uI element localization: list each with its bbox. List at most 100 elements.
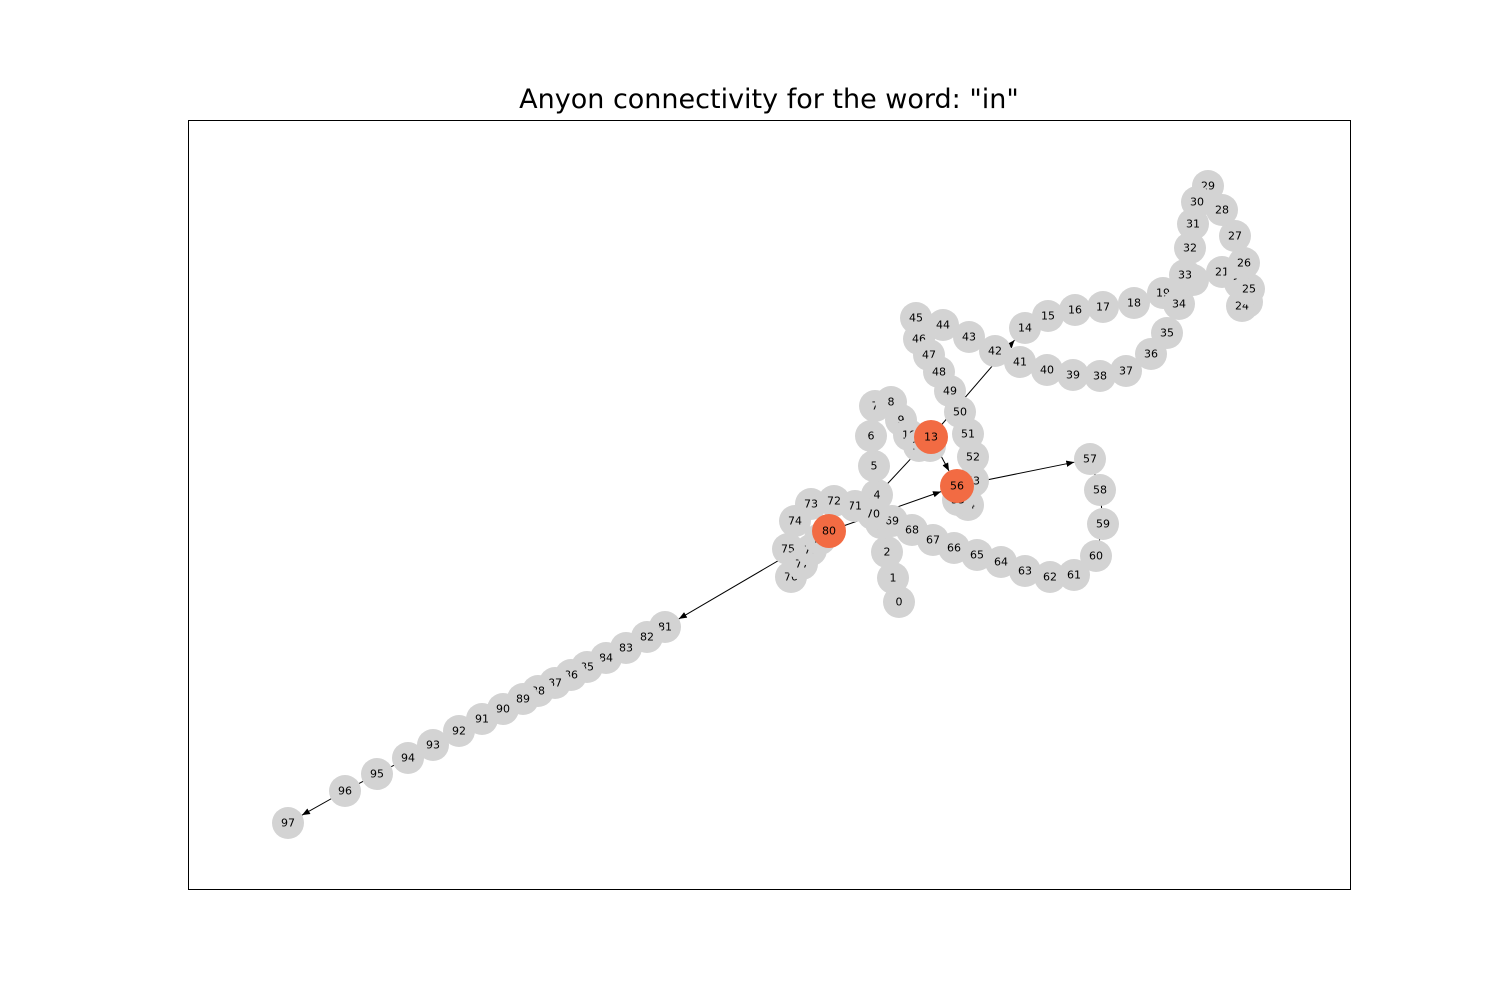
- node-6: 6: [855, 420, 887, 452]
- node-label-65: 65: [970, 549, 984, 562]
- node-62: 62: [1034, 561, 1066, 593]
- node-label-27: 27: [1228, 230, 1242, 243]
- node-label-40: 40: [1040, 364, 1054, 377]
- node-circle-74: [779, 505, 811, 537]
- node-label-90: 90: [496, 703, 510, 716]
- node-circle-13: [914, 420, 948, 454]
- node-label-0: 0: [896, 596, 903, 609]
- node-circle-95: [361, 758, 393, 790]
- node-label-38: 38: [1093, 370, 1107, 383]
- node-label-82: 82: [640, 631, 654, 644]
- node-circle-39: [1057, 359, 1089, 391]
- chart-title: Anyon connectivity for the word: "in": [519, 84, 1019, 115]
- node-circle-42: [979, 335, 1011, 367]
- node-circle-97: [272, 807, 304, 839]
- node-circle-28: [1206, 194, 1238, 226]
- node-circle-61: [1058, 559, 1090, 591]
- node-label-95: 95: [370, 768, 384, 781]
- node-label-34: 34: [1172, 298, 1186, 311]
- node-label-1: 1: [890, 572, 897, 585]
- node-label-63: 63: [1018, 565, 1032, 578]
- node-circle-17: [1087, 291, 1119, 323]
- node-label-80: 80: [822, 525, 836, 538]
- node-label-15: 15: [1041, 310, 1055, 323]
- node-95: 95: [361, 758, 393, 790]
- node-circle-92: [443, 715, 475, 747]
- node-32: 32: [1174, 232, 1206, 264]
- node-label-56: 56: [950, 480, 964, 493]
- node-label-59: 59: [1096, 518, 1110, 531]
- node-28: 28: [1206, 194, 1238, 226]
- node-13: 13: [914, 420, 948, 454]
- node-label-33: 33: [1178, 269, 1192, 282]
- node-label-21: 21: [1215, 266, 1229, 279]
- node-label-16: 16: [1068, 304, 1082, 317]
- node-label-5: 5: [871, 460, 878, 473]
- node-label-68: 68: [905, 524, 919, 537]
- node-0: 0: [883, 586, 915, 618]
- node-label-37: 37: [1119, 365, 1133, 378]
- node-94: 94: [392, 742, 424, 774]
- node-circle-96: [329, 775, 361, 807]
- node-label-91: 91: [475, 713, 489, 726]
- node-circle-62: [1034, 561, 1066, 593]
- plot-frame: [188, 120, 1351, 890]
- node-circle-32: [1174, 232, 1206, 264]
- node-circle-37: [1110, 355, 1142, 387]
- node-74: 74: [779, 505, 811, 537]
- node-38: 38: [1084, 360, 1116, 392]
- node-label-50: 50: [953, 406, 967, 419]
- node-17: 17: [1087, 291, 1119, 323]
- node-25: 25: [1233, 273, 1265, 305]
- node-31: 31: [1177, 208, 1209, 240]
- node-15: 15: [1032, 300, 1064, 332]
- node-label-43: 43: [962, 331, 976, 344]
- node-60: 60: [1080, 540, 1112, 572]
- node-circle-80: [812, 514, 846, 548]
- node-label-72: 72: [827, 495, 841, 508]
- node-circle-52: [957, 441, 989, 473]
- node-33: 33: [1169, 259, 1201, 291]
- node-59: 59: [1087, 508, 1119, 540]
- node-circle-58: [1084, 474, 1116, 506]
- node-40: 40: [1031, 354, 1063, 386]
- node-52: 52: [957, 441, 989, 473]
- node-64: 64: [985, 546, 1017, 578]
- node-circle-63: [1009, 555, 1041, 587]
- node-26: 26: [1228, 247, 1260, 279]
- node-36: 36: [1135, 338, 1167, 370]
- node-label-83: 83: [619, 642, 633, 655]
- node-circle-26: [1228, 247, 1260, 279]
- node-label-45: 45: [909, 312, 923, 325]
- node-label-25: 25: [1242, 283, 1256, 296]
- node-circle-6: [855, 420, 887, 452]
- node-circle-44: [927, 309, 959, 341]
- node-label-9: 9: [898, 414, 905, 427]
- node-label-44: 44: [936, 319, 950, 332]
- node-label-61: 61: [1067, 569, 1081, 582]
- node-circle-0: [883, 586, 915, 618]
- node-label-51: 51: [961, 428, 975, 441]
- node-label-57: 57: [1083, 453, 1097, 466]
- node-circle-36: [1135, 338, 1167, 370]
- node-label-67: 67: [926, 534, 940, 547]
- node-circle-25: [1233, 273, 1265, 305]
- node-label-8: 8: [888, 396, 895, 409]
- node-97: 97: [272, 807, 304, 839]
- node-circle-57: [1074, 443, 1106, 475]
- node-label-17: 17: [1096, 301, 1110, 314]
- node-circle-60: [1080, 540, 1112, 572]
- node-circle-34: [1163, 288, 1195, 320]
- node-circle-33: [1169, 259, 1201, 291]
- node-circle-56: [940, 469, 974, 503]
- node-circle-93: [417, 729, 449, 761]
- node-label-74: 74: [788, 515, 802, 528]
- node-circle-15: [1032, 300, 1064, 332]
- node-93: 93: [417, 729, 449, 761]
- node-label-13: 13: [924, 431, 938, 444]
- node-label-6: 6: [868, 430, 875, 443]
- node-circle-64: [985, 546, 1017, 578]
- node-circle-18: [1118, 287, 1150, 319]
- node-5: 5: [858, 450, 890, 482]
